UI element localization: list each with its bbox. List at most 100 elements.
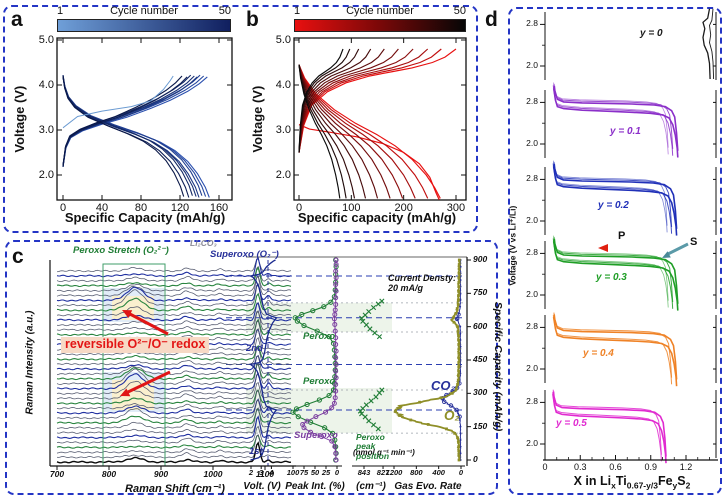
panel-b-charge-curve — [298, 48, 442, 153]
superoxo-marker — [332, 395, 338, 401]
o2-marker — [457, 258, 461, 262]
o2-marker — [456, 383, 459, 386]
panel-c-ylabel: Raman Intensity (a.u.) — [24, 310, 36, 415]
p-arrow-head — [598, 244, 608, 252]
peroxo-marker — [290, 409, 296, 415]
superoxo-marker — [333, 381, 339, 387]
d-discharge-curve — [552, 166, 678, 236]
formula-sub: x — [611, 480, 616, 491]
o2-marker — [457, 458, 461, 462]
d-discharge-curve — [552, 164, 673, 234]
raman-spectrum-line — [56, 346, 292, 366]
superoxo-marker — [333, 368, 339, 374]
panel-b-ylabel: Voltage (V) — [249, 85, 265, 153]
superoxo-marker — [300, 421, 306, 427]
d-discharge-curve — [552, 393, 667, 464]
superoxo-marker — [308, 429, 314, 435]
peroxo-marker — [326, 334, 332, 340]
peak-position-marker — [373, 394, 379, 400]
peak-position-marker — [379, 298, 385, 304]
d-charge-curve — [553, 314, 678, 380]
superoxo-marker — [313, 414, 319, 420]
o2-marker — [394, 409, 397, 413]
panel-a-y-tick: 2.0 — [38, 169, 54, 181]
redox-annotation: reversible O²⁻/O⁻ redox — [61, 337, 210, 353]
peak-int-axis-label: Peak Int. (%) — [285, 481, 345, 492]
o2-marker — [455, 307, 459, 311]
panel-a-x-tick: 40 — [95, 202, 109, 214]
d-discharge-curve — [552, 238, 669, 308]
s-arrow-label: S — [690, 236, 698, 248]
formula-sub: 2 — [685, 480, 691, 491]
subplot-label-y05: y = 0.5 — [556, 418, 587, 429]
o2-marker — [452, 320, 456, 324]
raman-x-tick: 1100 — [255, 469, 275, 479]
o2-marker — [457, 347, 461, 351]
raman-spectrum-line — [56, 416, 292, 434]
raman-spectrum-line — [56, 310, 292, 327]
panel-b-discharge-curve — [298, 64, 347, 199]
d-charge-curve — [553, 312, 673, 378]
panel-a-discharge-curve — [62, 76, 200, 198]
raman-spectrum-line — [56, 266, 292, 288]
panel-a-axes — [56, 37, 233, 201]
raman-spectrum-line — [56, 442, 292, 459]
d-charge-curve — [553, 238, 679, 304]
subplot-label-y03: y = 0.3 — [596, 272, 627, 283]
formula-part: X in Li — [573, 474, 612, 488]
subplot-label-y02: y = 0.2 — [598, 200, 629, 211]
raman-highlight-inner — [112, 380, 154, 410]
peak-position-marker — [379, 387, 385, 393]
o2-marker — [456, 298, 460, 302]
subplot-label-y01: y = 0.1 — [610, 126, 641, 137]
panel-a-colorbar — [57, 19, 231, 32]
d-y-tick: 2.8 — [526, 18, 538, 29]
first-cycle-label: 1st — [249, 446, 263, 457]
raman-spectrum-line — [56, 292, 292, 312]
o2-marker — [450, 391, 454, 395]
volt-axis-label: Volt. (V) — [243, 481, 281, 492]
peak-position-marker — [359, 411, 365, 417]
d-charge-curve — [553, 160, 668, 226]
raman-spectrum-line — [56, 434, 292, 454]
raman-x-tick: 800 — [101, 469, 117, 479]
capacity-tick: 450 — [473, 354, 488, 364]
peroxo-stretch-label: Peroxo Stretch (O₂²⁻) — [73, 245, 169, 256]
panel-b-discharge-curve — [298, 64, 341, 199]
panel-b-charge-curve — [298, 48, 414, 153]
panel-ab-box — [3, 5, 478, 233]
gas-x-tick: 400 — [432, 468, 445, 477]
superoxo-marker — [332, 321, 338, 327]
d-y-tick: 2.8 — [526, 247, 538, 258]
capacity-axis-label: Specific Capacity (mAh/g) — [491, 301, 504, 432]
superoxo-marker — [333, 281, 339, 287]
superoxo-marker — [333, 301, 339, 307]
co2-dot — [457, 312, 460, 315]
peroxo-upper-label: Peroxo — [303, 331, 336, 342]
raman-spectrum-line — [56, 362, 291, 385]
panel-c-label: c — [12, 245, 24, 268]
co2-dot — [442, 399, 445, 402]
d-charge-curve — [553, 235, 669, 301]
formula-sub: y — [672, 480, 678, 491]
d-x-tick: 1.2 — [679, 462, 693, 472]
raman-spectrum-line — [56, 408, 292, 425]
o2-marker — [457, 360, 461, 364]
d-y-tick: 2.0 — [526, 60, 538, 70]
superoxo-marker — [333, 375, 339, 381]
panel-b-charge-curve — [298, 48, 372, 153]
panel-b-colorbar-title: Cycle number — [346, 5, 414, 17]
d-charge-curve — [553, 161, 673, 228]
o2-evolution-curve — [393, 259, 461, 461]
d-charge-curve — [552, 389, 662, 455]
capacity-tick: 600 — [473, 320, 488, 331]
redox-arrow-head — [122, 310, 133, 318]
raman-spectrum-line — [56, 382, 291, 400]
o2-marker — [456, 303, 460, 306]
superoxo-marker — [333, 348, 339, 354]
o2-marker — [456, 436, 459, 440]
co2-dot — [459, 432, 462, 435]
o2-marker — [398, 414, 401, 417]
panel-b-y-tick: 2.0 — [275, 169, 291, 181]
superoxo-marker — [333, 457, 339, 463]
